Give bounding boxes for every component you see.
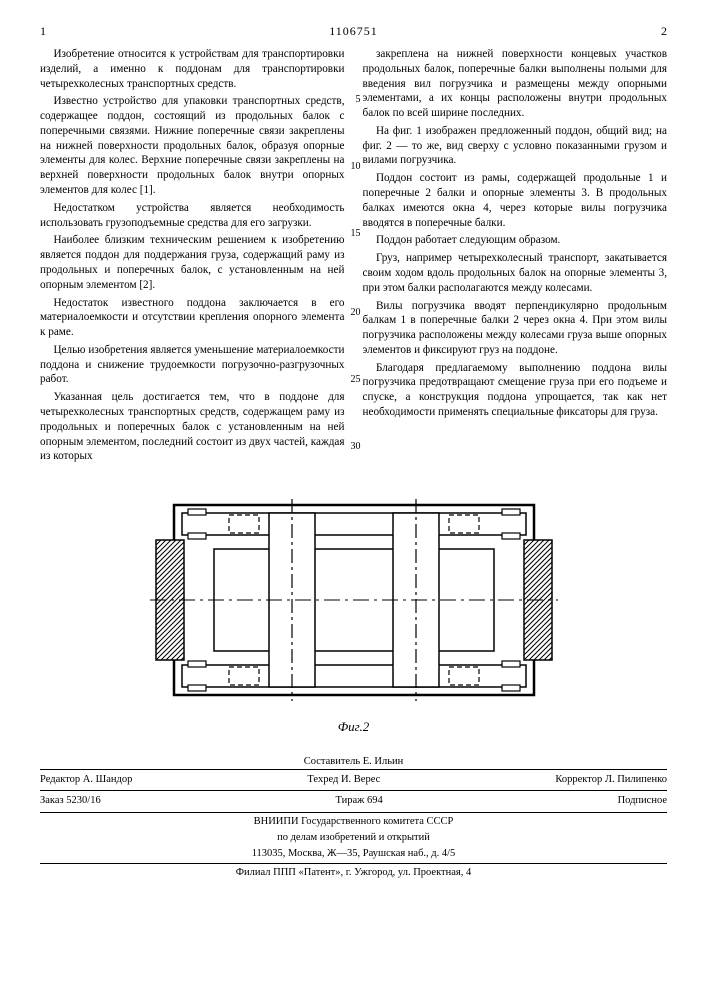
line-number: 25 [351,373,361,386]
paragraph: Благодаря предлагаемому выполнению поддо… [363,361,668,420]
order-cell: Заказ 5230/16 [40,794,101,808]
editor-cell: Редактор А. Шандор [40,773,132,787]
paragraph: Известно устройство для упаковки транспо… [40,94,345,197]
paragraph: Поддон состоит из рамы, содержащей продо… [363,171,668,230]
page-number-right: 2 [661,24,667,39]
line-number: 5 [356,93,361,106]
document-number: 1106751 [329,24,378,39]
imprint-footer: Составитель Е. Ильин Редактор А. Шандор … [40,755,667,880]
figure-caption: Фиг.2 [40,719,667,735]
page-number-left: 1 [40,24,46,39]
page-header: 1 1106751 2 [40,24,667,39]
left-column: Изобретение относится к устройствам для … [40,47,345,467]
paragraph: Недостаток известного поддона заключаетс… [40,296,345,340]
line-number: 20 [351,306,361,319]
paragraph: На фиг. 1 изображен предложенный поддон,… [363,124,668,168]
figure-2: Фиг.2 [40,485,667,735]
text-columns: Изобретение относится к устройствам для … [40,47,667,467]
line-number: 30 [351,440,361,453]
paragraph: закреплена на нижней поверхности концевы… [363,47,668,121]
tirazh-cell: Тираж 694 [335,794,382,808]
address-2: Филиал ППП «Патент», г. Ужгород, ул. Про… [40,863,667,880]
paragraph: Недостатком устройства является необходи… [40,201,345,231]
composer-label: Составитель [304,756,360,767]
paragraph: Наиболее близким техническим решением к … [40,233,345,292]
paragraph: Указанная цель достигается тем, что в по… [40,390,345,464]
paragraph: Целью изобретения является уменьшение ма… [40,343,345,387]
paragraph: Поддон работает следующим образом. [363,233,668,248]
line-number: 15 [351,227,361,240]
tech-cell: Техред И. Верес [307,773,380,787]
corrector-cell: Корректор Л. Пилипенко [555,773,667,787]
composer-name: Е. Ильин [363,756,404,767]
figure-diagram [139,485,569,715]
org-line-1: ВНИИПИ Государственного комитета СССР [40,815,667,829]
paragraph: Изобретение относится к устройствам для … [40,47,345,91]
subscribed-cell: Подписное [618,794,667,808]
address-1: 113035, Москва, Ж—35, Раушская наб., д. … [40,847,667,861]
line-number: 10 [351,160,361,173]
right-column: 5 10 15 20 25 30 закреплена на нижней по… [363,47,668,467]
paragraph: Груз, например четырехколесный транспорт… [363,251,668,295]
org-line-2: по делам изобретений и открытий [40,831,667,845]
paragraph: Вилы погрузчика вводят перпендикулярно п… [363,299,668,358]
